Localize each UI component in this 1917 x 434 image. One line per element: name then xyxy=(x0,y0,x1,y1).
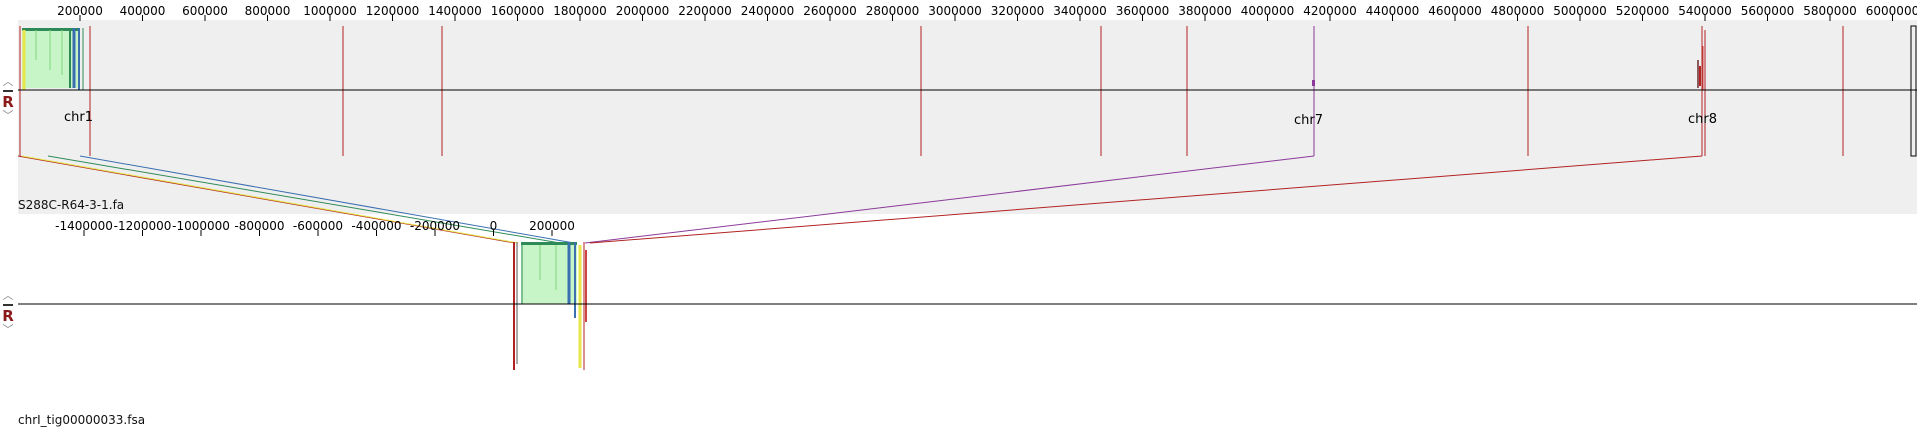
ruler-tick-label: -1400000 xyxy=(55,219,113,233)
ruler-tick-label: 800000 xyxy=(245,4,291,18)
top-ruler: 200000 400000 600000 800000 1000000 1200000 14… xyxy=(57,4,1917,21)
ruler-tick-label: -600000 xyxy=(293,219,343,233)
ruler-tick-label: -200000 xyxy=(410,219,460,233)
chr7-marker xyxy=(1312,80,1315,86)
ruler-tick-label: 4800000 xyxy=(1491,4,1544,18)
ruler-tick-label: 3600000 xyxy=(1116,4,1169,18)
ruler-tick-label: 2000000 xyxy=(616,4,669,18)
scroll-up-icon[interactable]: ︿ xyxy=(2,75,14,88)
top-alignment-block[interactable] xyxy=(22,28,84,90)
ruler-tick-label: 200000 xyxy=(57,4,103,18)
ruler-tick-label: 400000 xyxy=(120,4,166,18)
divider-icon xyxy=(3,304,13,306)
ruler-tick-label: 3400000 xyxy=(1053,4,1106,18)
ruler-tick-label: 600000 xyxy=(182,4,228,18)
top-genome-file-name: S288C-R64-3-1.fa xyxy=(18,198,125,212)
top-genome-panel[interactable] xyxy=(18,20,1917,214)
chromosome-label-chr8: chr8 xyxy=(1688,112,1717,127)
ruler-tick-label: 5400000 xyxy=(1678,4,1731,18)
bottom-track-controls: ︿ R ﹀ xyxy=(0,290,16,336)
ruler-tick-label: 200000 xyxy=(529,219,575,233)
ruler-tick-label: 6000000 xyxy=(1866,4,1917,18)
chr8-alignment-cluster[interactable] xyxy=(1697,46,1704,90)
scroll-up-icon[interactable]: ︿ xyxy=(2,289,14,302)
bottom-genome-file-name: chrI_tig00000033.fsa xyxy=(18,413,146,427)
ruler-tick-label: 2200000 xyxy=(678,4,731,18)
genome-end-marker xyxy=(1910,25,1917,157)
ruler-tick-label: 1800000 xyxy=(553,4,606,18)
top-feature-lines xyxy=(19,25,1917,157)
ruler-tick-label: 4400000 xyxy=(1366,4,1419,18)
ruler-tick-label: 5200000 xyxy=(1616,4,1669,18)
top-track-controls: ︿ R ﹀ xyxy=(0,76,16,122)
reverse-button[interactable]: R xyxy=(2,93,14,111)
chromosome-label-chr1: chr1 xyxy=(64,110,93,125)
scroll-down-icon[interactable]: ﹀ xyxy=(2,323,14,336)
ruler-tick-label: 2800000 xyxy=(866,4,919,18)
reverse-button[interactable]: R xyxy=(2,307,14,325)
ruler-tick-label: 1600000 xyxy=(491,4,544,18)
ruler-tick-label: 5800000 xyxy=(1803,4,1856,18)
ruler-tick-label: 1200000 xyxy=(366,4,419,18)
ruler-tick-label: -1200000 xyxy=(114,219,172,233)
bottom-alignment-block[interactable] xyxy=(513,242,587,370)
ruler-tick-label: 2600000 xyxy=(803,4,856,18)
ruler-tick-label: 4600000 xyxy=(1428,4,1481,18)
ruler-tick-label: 4200000 xyxy=(1303,4,1356,18)
ruler-tick-label: -400000 xyxy=(351,219,401,233)
ruler-tick-label: 4000000 xyxy=(1241,4,1294,18)
chromosome-label-chr7: chr7 xyxy=(1294,113,1323,128)
ruler-tick-label: 0 xyxy=(490,219,498,233)
ruler-tick-label: 5000000 xyxy=(1553,4,1606,18)
divider-icon xyxy=(3,90,13,92)
match-connector-lines[interactable] xyxy=(17,155,1703,244)
ruler-tick-label: 2400000 xyxy=(741,4,794,18)
ruler-tick-label: -800000 xyxy=(234,219,284,233)
ruler-tick-label: 1000000 xyxy=(303,4,356,18)
ruler-tick-label: -1000000 xyxy=(172,219,230,233)
ruler-tick-label: 3800000 xyxy=(1178,4,1231,18)
scroll-down-icon[interactable]: ﹀ xyxy=(2,109,14,122)
bottom-ruler: -1400000 -1200000 -1000000 -800000 -600000 -4… xyxy=(55,219,575,236)
ruler-tick-label: 3000000 xyxy=(928,4,981,18)
ruler-tick-label: 1400000 xyxy=(428,4,481,18)
ruler-tick-label: 3200000 xyxy=(991,4,1044,18)
ruler-tick-label: 5600000 xyxy=(1741,4,1794,18)
